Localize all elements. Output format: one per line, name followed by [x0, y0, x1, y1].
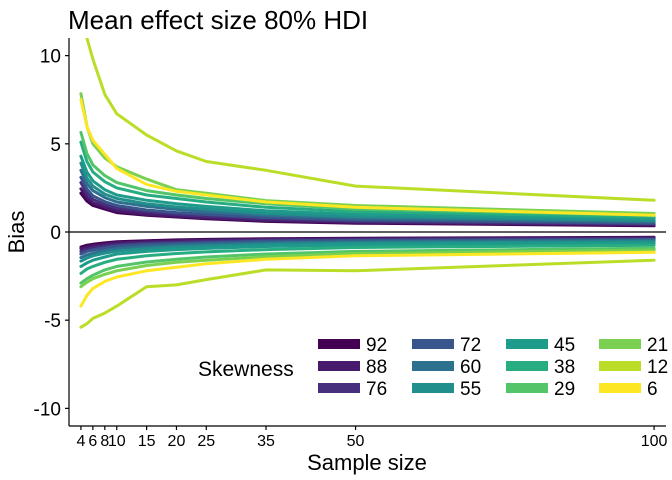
series-line-60-upper [79, 168, 656, 224]
y-tick-label: -10 [34, 399, 61, 420]
legend-label-45: 45 [554, 335, 575, 356]
y-axis-label: Bias [4, 211, 29, 254]
x-tick-label: 100 [641, 433, 668, 450]
series-line-45-upper [79, 154, 656, 221]
x-tick-label: 20 [168, 433, 186, 450]
x-tick-label: 4 [76, 433, 85, 450]
legend-swatch-45 [506, 339, 548, 349]
y-tick-label: 10 [40, 47, 61, 68]
chart-title: Mean effect size 80% HDI [68, 5, 368, 35]
legend-label-29: 29 [554, 379, 575, 400]
legend-label-38: 38 [554, 357, 575, 378]
legend-swatch-55 [412, 383, 454, 393]
legend-swatch-76 [318, 383, 360, 393]
legend-title: Skewness [198, 358, 294, 381]
x-tick-label: 25 [197, 433, 215, 450]
y-tick-label: 0 [50, 223, 61, 244]
series-line-72-upper [79, 175, 656, 225]
x-tick-label: 8 [100, 433, 109, 450]
legend-swatch-72 [412, 339, 454, 349]
series-line-55-upper [79, 161, 656, 222]
series-line-55-lower [79, 240, 656, 263]
series-line-12-lower [79, 258, 656, 329]
series-line-12-upper [85, 38, 656, 202]
x-tick-label: 10 [108, 433, 126, 450]
x-tick-label: 35 [257, 433, 275, 450]
series-line-38-lower [79, 243, 656, 275]
series-line-45-lower [79, 241, 656, 268]
legend-label-88: 88 [366, 357, 387, 378]
legend-label-60: 60 [460, 357, 481, 378]
series-lines-lower [79, 235, 656, 329]
legend-label-55: 55 [460, 379, 481, 400]
legend-swatch-38 [506, 361, 548, 371]
legend-label-12: 12 [647, 357, 668, 378]
series-lines-upper [79, 38, 656, 228]
legend-label-6: 6 [647, 379, 658, 400]
series-line-38-upper [79, 140, 656, 219]
x-tick-label: 50 [347, 433, 365, 450]
legend-swatch-92 [318, 339, 360, 349]
y-tick-label: -5 [44, 311, 61, 332]
legend-label-21: 21 [647, 335, 668, 356]
legend-swatch-12 [599, 361, 641, 371]
series-line-21-lower [79, 248, 656, 289]
x-axis-label: Sample size [307, 450, 427, 475]
legend-swatch-21 [599, 339, 641, 349]
x-tick-label: 15 [138, 433, 156, 450]
x-tick-label: 6 [88, 433, 97, 450]
series-line-29-upper [79, 130, 656, 217]
legend-swatch-6 [599, 383, 641, 393]
series-line-29-lower [79, 246, 656, 285]
series-line-72-lower [79, 237, 656, 256]
legend-swatch-60 [412, 361, 454, 371]
series-line-6-lower [79, 250, 656, 308]
legend-swatch-29 [506, 383, 548, 393]
legend-swatch-88 [318, 361, 360, 371]
series-line-6-upper [79, 98, 656, 217]
legend-label-72: 72 [460, 335, 481, 356]
legend-label-92: 92 [366, 335, 387, 356]
y-tick-label: 5 [50, 135, 61, 156]
legend-label-76: 76 [366, 379, 387, 400]
